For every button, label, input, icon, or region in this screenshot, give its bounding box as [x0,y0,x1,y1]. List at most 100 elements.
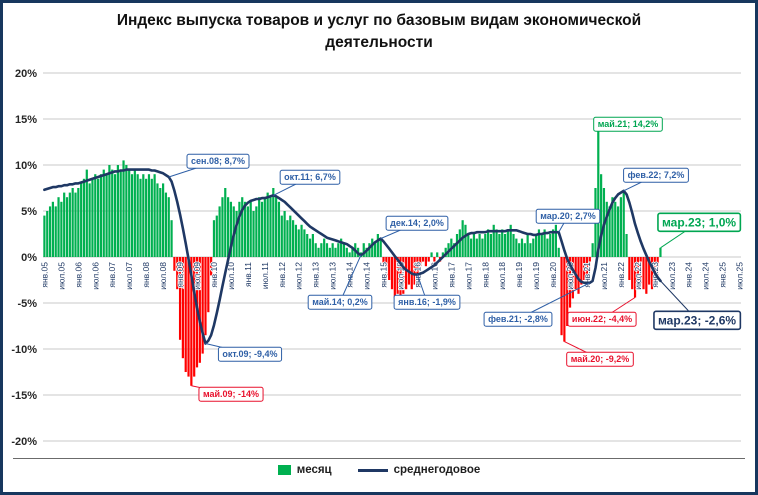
month-bar [382,257,385,267]
month-bar [628,257,631,280]
x-axis-label: июл.12 [294,262,304,290]
month-bar [436,252,439,257]
month-bar [65,197,69,257]
month-bar [605,201,608,257]
x-axis-label: июл.09 [192,262,202,290]
month-bar [80,183,83,257]
x-axis-label: янв.20 [548,262,558,288]
legend-divider [13,458,745,459]
month-bar [540,234,543,257]
x-axis-label: июл.21 [599,262,609,290]
y-axis-label: 20% [15,68,37,80]
annotation-leader-line [339,254,362,303]
annotation-box [483,311,553,327]
month-bar [577,257,580,294]
annotation-box [623,167,689,183]
annotation-text: сен.08; 8,7% [191,156,245,166]
month-bar [325,243,329,257]
month-bar [297,229,300,257]
annotation-text: мар.23; -2,6% [658,313,736,327]
month-bar [181,257,184,359]
x-axis-label: янв.11 [243,262,253,287]
month-bar [396,257,399,294]
y-axis-label: 0% [21,252,37,264]
x-axis-label: июл.13 [328,262,338,290]
month-bar [215,215,218,257]
month-bar [328,247,331,257]
month-bar [291,220,295,257]
month-bar [99,174,103,257]
month-bar [51,201,54,257]
annotation-box [653,310,742,331]
chart-title: Индекс выпуска товаров и услуг по базовы… [3,10,755,53]
y-axis-label: 5% [21,206,37,218]
annotation-text: окт.11; 6,7% [284,172,336,182]
month-bar [210,257,213,276]
month-bar [249,201,252,257]
month-bar [111,169,114,257]
month-bar [212,220,216,257]
annotation-text: мар.23; 1,0% [662,215,736,229]
month-bar [227,197,230,257]
month-bar [145,178,148,257]
month-bar [294,224,298,257]
x-axis-label: июл.17 [463,262,473,290]
annotation-box [279,169,341,185]
x-axis-label: янв.18 [480,262,490,288]
month-bar [142,174,145,257]
month-bar [48,206,52,257]
month-bar [311,234,314,257]
month-bar [608,206,611,257]
chart-legend: месяц среднегодовое [3,464,755,476]
y-axis-label: -15% [11,390,37,402]
month-bar [501,229,504,257]
month-bar [317,247,320,257]
month-bar [424,257,428,267]
month-bar [229,201,233,257]
month-bar [489,234,493,257]
x-axis-label: янв.09 [175,262,185,288]
month-bar [413,257,416,285]
month-bar [580,257,583,285]
month-bar [198,257,201,363]
month-bar [557,247,560,257]
chart-title-line2: деятельности [325,33,433,51]
month-bar [470,238,473,257]
month-bar [320,243,323,257]
month-bar [453,243,456,257]
month-bar [348,252,351,257]
month-bar [306,234,309,257]
annotation-box [198,386,264,402]
x-axis-label: янв.07 [107,262,117,288]
month-bar [585,257,589,276]
annotation-callout: сен.08; 8,7% [168,153,250,178]
x-axis-label: янв.12 [277,262,287,288]
x-axis-label: янв.24 [684,262,694,288]
month-bar [543,229,546,257]
y-axis-label: -5% [17,298,37,310]
month-bar [187,257,190,377]
month-bar [566,257,569,326]
y-axis-label: -20% [11,436,37,448]
month-bar [399,257,402,299]
x-axis-label: июл.24 [701,262,711,290]
month-bar [173,257,176,271]
annotation-callout: май.09; -14% [191,385,264,402]
month-bar [68,192,71,257]
x-axis-label: янв.25 [718,262,728,288]
month-bar [193,257,196,377]
annotation-callout: май.21; 14,2% [593,116,663,132]
month-bar [636,257,639,290]
month-bar [113,174,117,257]
month-bar [520,238,524,257]
month-bar [286,220,289,257]
annotation-text: июн.22; -4,4% [572,314,632,324]
month-bar [201,257,204,354]
month-bar [495,229,498,257]
annotation-text: окт.09; -9,4% [222,349,277,359]
month-bar [639,257,642,285]
month-bar [498,234,501,257]
chart-canvas: 20% 15% 10% 5% 0% -5% -10% -15% -20% янв.05 июл.05… [11,68,745,448]
month-bar [419,257,422,267]
